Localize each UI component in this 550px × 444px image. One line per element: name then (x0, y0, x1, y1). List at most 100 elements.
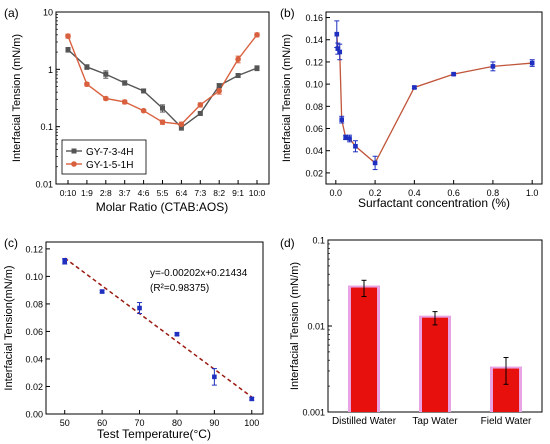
data-point-series-1 (84, 64, 90, 70)
x-tick-label-a: 5:5 (157, 188, 169, 198)
x-tick-label-c: 70 (135, 418, 145, 428)
data-point-series-2 (216, 88, 222, 94)
x-tick-label-d: Tap Water (412, 416, 458, 427)
fit-r-squared: (R²=0.98375) (150, 283, 209, 294)
error-bars-a (65, 32, 260, 131)
plot-frame-c (45, 241, 264, 415)
bar (351, 287, 377, 412)
series-line-1 (67, 49, 258, 129)
fit-equation: y=-0.00202x+0.21434 (150, 268, 248, 279)
data-point-c (62, 258, 68, 264)
y-tick-label-b: 0.08 (305, 102, 323, 112)
panel-label-d: (d) (280, 236, 295, 250)
data-point-series-1 (141, 88, 147, 94)
data-point-series-2 (65, 33, 71, 39)
y-tick-label-a: 0.01 (35, 180, 53, 190)
data-point-c (99, 289, 105, 294)
y-tick-label-c: 0.06 (25, 327, 43, 337)
y-axis-label-c: Interfacial Tension(mN/m) (3, 265, 15, 390)
data-point-series-2 (103, 95, 109, 102)
legend-label-series-2: GY-1-5-1H (86, 160, 133, 171)
data-point-b (334, 31, 340, 37)
series-line-b (336, 34, 533, 164)
panel-label-b: (b) (280, 6, 295, 20)
x-tick-label-c: 90 (209, 418, 219, 428)
data-point-b (490, 64, 496, 69)
y-tick-label-b: 0.04 (305, 146, 323, 156)
y-tick-label-a: 1 (48, 65, 53, 75)
x-tick-label-c: 100 (244, 418, 259, 428)
legend-a: GY-7-3-4H GY-1-5-1H (61, 139, 147, 175)
x-tick-label-a: 6:4 (175, 188, 187, 198)
series-lines-b (336, 34, 533, 164)
y-tick-label-b: 0.12 (305, 57, 323, 67)
data-point-c (249, 396, 255, 402)
y-tick-label-a: 0.1 (40, 122, 53, 132)
y-axis-label-b: Interfacial Tension (mN/m) (281, 34, 293, 162)
data-point-series-1 (103, 71, 109, 77)
panel-a: (a) Interfacial Tension (mN/m) Molar Rat… (4, 6, 270, 214)
x-tick-label-b: 0.6 (447, 188, 460, 198)
y-axis-label-a: Interfacial Tension (mN/m) (11, 34, 23, 162)
legend-label-series-1: GY-7-3-4H (86, 147, 133, 158)
data-point-series-1 (178, 124, 184, 130)
y-tick-label-b: 0.02 (305, 168, 323, 178)
data-point-c (174, 331, 180, 337)
panel-b: (b) Interfacial Tension (mN/m) Surfactan… (280, 6, 543, 210)
plot-frame-b (325, 11, 543, 185)
x-tick-label-d: Field Water (481, 416, 532, 427)
data-point-b (412, 85, 417, 90)
x-tick-label-a: 9:1 (232, 188, 244, 198)
x-tick-label-d: Distilled Water (332, 416, 397, 427)
data-point-series-2 (178, 121, 185, 128)
data-point-series-1 (122, 80, 128, 86)
data-point-series-1 (197, 110, 203, 116)
error-bars-b (334, 20, 535, 171)
y-tick-label-d: 0.1 (312, 236, 325, 246)
y-tick-label-b: 0.10 (305, 80, 323, 90)
x-tick-label-b: 0.4 (408, 188, 421, 198)
data-point-c (137, 305, 142, 311)
ticks-a: 0.01 0.1 1 10 0:10 1:9 2:8 3:7 4:6 5:5 6:4 7:3 8:2 9:… (35, 8, 265, 199)
data-point-series-2 (84, 81, 90, 88)
x-axis-label-c: Test Temperature(°C) (97, 427, 211, 441)
data-point-b (347, 136, 352, 141)
error-bars-c (62, 258, 255, 401)
x-tick-label-a: 1:9 (81, 188, 93, 198)
y-tick-label-b: 0.14 (305, 35, 323, 45)
data-point-b (451, 71, 456, 77)
data-points-b (334, 31, 535, 166)
y-tick-label-c: 0.02 (25, 382, 43, 392)
x-tick-label-b: 1.0 (526, 188, 539, 198)
y-tick-label-c: 0.08 (25, 299, 43, 309)
panel-c: (c) Interfacial Tension(mN/m) Test Tempe… (3, 236, 264, 441)
x-tick-label-a: 3:7 (119, 188, 131, 198)
x-tick-label-a: 8:2 (213, 188, 225, 198)
ticks-d: 0.001 0.01 0.1 Distilled Water Tap Water Fiel… (302, 236, 532, 428)
data-point-series-2 (254, 32, 260, 38)
ticks-b: 0.02 0.04 0.06 0.08 0.10 0.12 0.14 0.16 0.0 0.2 0.… (305, 13, 538, 198)
y-tick-label-d: 0.01 (307, 322, 325, 332)
data-point-series-2 (159, 119, 166, 125)
data-points-a (65, 32, 260, 130)
data-point-series-1 (160, 105, 165, 111)
data-points-c (62, 258, 255, 402)
x-tick-label-a: 4:6 (138, 188, 150, 198)
x-tick-label-a: 2:8 (100, 188, 112, 198)
data-point-series-1 (254, 65, 260, 71)
panel-label-a: (a) (4, 6, 19, 20)
x-tick-label-c: 80 (172, 418, 182, 428)
x-tick-label-b: 0.0 (330, 188, 343, 198)
y-tick-label-c: 0.12 (25, 244, 43, 254)
bar (422, 317, 448, 412)
fit-line (64, 257, 253, 398)
panel-label-c: (c) (4, 236, 18, 250)
data-point-series-2 (121, 99, 128, 105)
legend-marker-series-1 (71, 148, 77, 154)
data-point-b (335, 46, 341, 51)
y-tick-label-c: 0.00 (25, 410, 43, 420)
x-tick-label-b: 0.2 (369, 188, 382, 198)
legend-marker-series-2 (71, 161, 77, 167)
y-tick-label-b: 0.06 (305, 124, 323, 134)
